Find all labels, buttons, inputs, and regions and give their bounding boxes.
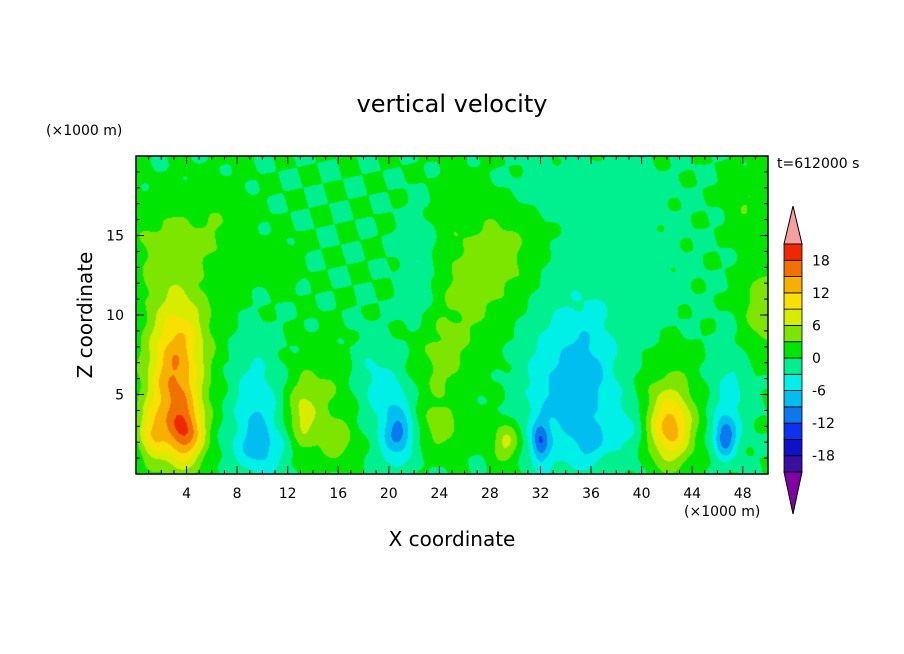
colorbar-band: [783, 357, 803, 375]
colorbar-band: [783, 325, 803, 343]
colorbar-band: [783, 308, 803, 326]
chart-title: vertical velocity: [357, 90, 548, 118]
contour-field: [136, 156, 768, 474]
contour-field-image: [136, 156, 768, 474]
x-tick-label: 12: [279, 486, 297, 502]
colorbar-tick-label: -12: [812, 416, 835, 432]
x-tick-label: 4: [182, 486, 191, 502]
x-axis: 4 8 12 16 20 24 28 32 36 40 44 48: [148, 156, 756, 502]
colorbar-band: [783, 276, 803, 294]
colorbar: 18 12 6 0 -6 -12 -18: [783, 205, 835, 515]
x-tick-label: 44: [683, 486, 701, 502]
colorbar-tick-label: -6: [812, 384, 826, 400]
x-axis-label: X coordinate: [389, 527, 516, 551]
time-label: t=612000 s: [777, 156, 859, 172]
colorbar-band: [783, 259, 803, 277]
x-tick-label: 8: [233, 486, 242, 502]
colorbar-band: [783, 390, 803, 408]
colorbar-tick-label: -18: [812, 449, 835, 465]
colorbar-tick-label: 0: [812, 351, 821, 367]
y-axis: 5 10 15: [106, 171, 768, 459]
colorbar-extend-min: [783, 471, 803, 515]
x-unit-label: (×1000 m): [684, 504, 760, 520]
colorbar-extend-max: [783, 205, 803, 245]
colorbar-tick-label: 18: [812, 253, 830, 269]
colorbar-tick-label: 6: [812, 318, 821, 334]
x-tick-label: 32: [532, 486, 550, 502]
colorbar-band: [783, 341, 803, 359]
x-tick-label: 36: [582, 486, 600, 502]
colorbar-band: [783, 373, 803, 391]
colorbar-band: [783, 243, 803, 261]
y-tick-label: 10: [106, 308, 124, 324]
y-axis-label: Z coordinate: [73, 252, 97, 379]
y-tick-label: 15: [106, 229, 124, 245]
y-tick-label: 5: [115, 388, 124, 404]
x-tick-label: 20: [380, 486, 398, 502]
x-tick-label: 16: [329, 486, 347, 502]
colorbar-band: [783, 422, 803, 440]
y-unit-label: (×1000 m): [46, 123, 122, 139]
colorbar-band: [783, 292, 803, 310]
x-tick-label: 28: [481, 486, 499, 502]
colorbar-band: [783, 406, 803, 424]
colorbar-tick-label: 12: [812, 286, 830, 302]
colorbar-band: [783, 439, 803, 457]
colorbar-band: [783, 455, 803, 473]
x-tick-label: 40: [633, 486, 651, 502]
x-tick-label: 48: [734, 486, 752, 502]
x-tick-label: 24: [430, 486, 448, 502]
